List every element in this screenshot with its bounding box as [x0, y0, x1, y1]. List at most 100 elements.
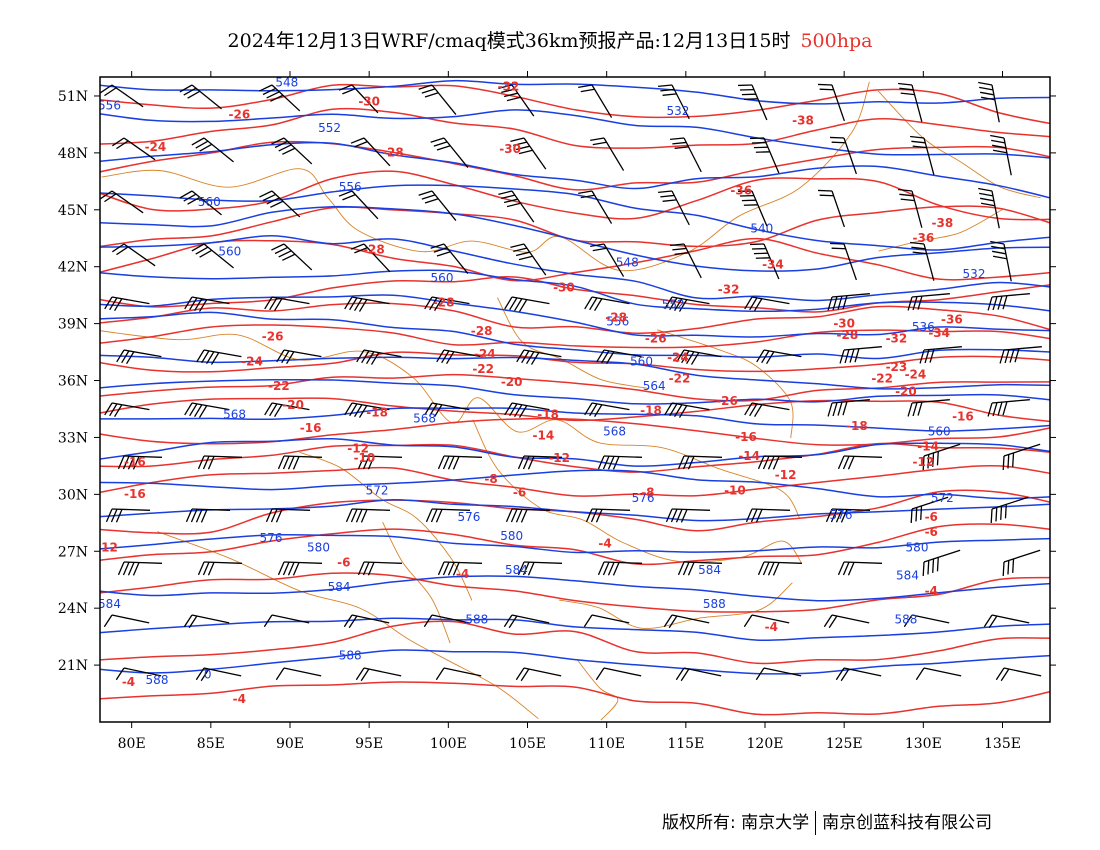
wind-barb	[584, 402, 630, 418]
temperature-contour-line	[100, 140, 1050, 191]
temperature-contour-label: -6	[925, 525, 938, 539]
temperature-contour-label: -30	[553, 280, 575, 294]
temperature-contour-label: -36	[941, 313, 963, 327]
temperature-contour-label: -30	[833, 316, 855, 330]
x-tick-label: 95E	[355, 736, 383, 752]
temperature-contour-line	[100, 107, 1050, 149]
temperature-contour-line	[100, 397, 1050, 423]
wind-barb	[676, 349, 722, 365]
height-contour-line	[100, 575, 1050, 602]
temperature-contour-label: -22	[669, 371, 691, 385]
temperature-contour-label: -16	[124, 487, 146, 501]
wind-barb	[658, 190, 690, 226]
temperature-contour-label: -28	[605, 311, 627, 325]
temperature-contour-label: -20	[895, 385, 917, 399]
wind-barb	[755, 667, 802, 681]
temperature-contour-line	[100, 523, 1050, 566]
wind-barb	[907, 399, 950, 417]
x-tick-label: 115E	[667, 736, 704, 752]
height-contour-label: 588	[894, 612, 917, 626]
wind-barb	[277, 455, 322, 470]
temperature-contour-label: -18	[537, 407, 559, 421]
temperature-contour-label: -8	[641, 485, 654, 499]
temperature-contour-label: -18	[366, 406, 388, 420]
temperature-contour-label: -18	[846, 419, 868, 433]
wind-barb	[829, 242, 857, 281]
wind-barb	[350, 137, 391, 167]
wind-barb	[835, 667, 882, 682]
wind-barb	[983, 614, 1030, 629]
y-tick-label: 33N	[58, 430, 88, 446]
title-main: 2024年12月13日WRF/cmaq模式36km预报产品:12月13日15时	[227, 30, 791, 52]
height-contour-label: 576	[457, 510, 480, 524]
temperature-contour-label: -28	[836, 328, 858, 342]
wind-barb	[658, 84, 690, 120]
map-title: 2024年12月13日WRF/cmaq模式36km预报产品:12月13日15时 5…	[0, 26, 1100, 53]
boundary-line	[299, 451, 473, 601]
wind-barb	[744, 402, 790, 418]
wind-barb	[922, 549, 961, 577]
temperature-contour-label: -10	[354, 451, 376, 465]
wind-barb	[430, 243, 469, 274]
boundary-line	[101, 81, 870, 272]
wind-barb	[185, 508, 230, 523]
wind-barb	[515, 667, 562, 682]
wind-barb	[276, 349, 322, 365]
y-tick-label: 51N	[58, 89, 88, 105]
temperature-contour-label: -30	[499, 142, 521, 156]
temperature-contour-label: -12	[775, 468, 797, 482]
wind-barb	[745, 508, 790, 523]
wind-barb	[357, 561, 402, 576]
wind-barb	[829, 136, 857, 175]
wind-barb	[271, 243, 313, 271]
y-tick-label: 45N	[58, 203, 88, 219]
wind-barb	[990, 134, 1012, 176]
temperature-contour-line	[100, 417, 1050, 446]
wind-barb	[675, 667, 722, 682]
wind-barb	[103, 614, 150, 628]
temperature-contour-line	[100, 620, 1050, 665]
temperature-contour-label: -4	[598, 536, 611, 550]
wind-barb	[743, 614, 790, 628]
temperature-contour-label: -20	[282, 398, 304, 412]
wind-barb	[898, 188, 923, 228]
height-contour-label: 560	[630, 354, 653, 368]
wind-barb	[338, 84, 379, 114]
wind-barb	[263, 614, 310, 628]
wind-barb	[100, 84, 144, 108]
temperature-contour-label: -4	[122, 675, 135, 689]
wind-barb	[277, 561, 322, 576]
height-contour-label: 560	[928, 425, 951, 439]
temperature-contour-label: -24	[905, 368, 927, 382]
wind-barb	[585, 508, 630, 523]
wind-barb	[197, 455, 242, 470]
height-contour-label: 572	[366, 483, 389, 497]
wind-barb	[910, 135, 935, 175]
height-contour-line	[100, 79, 1050, 105]
height-contour-line	[100, 354, 1050, 390]
temperature-contour-label: -14	[738, 449, 760, 463]
height-contour-label: 584	[698, 563, 721, 577]
temperature-contour-label: -28	[382, 146, 404, 160]
wind-barb	[504, 296, 550, 312]
wind-barb	[825, 508, 870, 523]
wind-barb	[1002, 549, 1041, 577]
wind-barb	[184, 296, 230, 312]
height-contour-label: 560	[431, 271, 454, 285]
height-contour-label: 584	[328, 580, 351, 594]
temperature-contour-label: -28	[471, 324, 493, 338]
wind-barb	[823, 614, 870, 629]
y-tick-label: 24N	[58, 601, 88, 617]
wind-barb	[505, 508, 550, 523]
temperature-contour-line	[100, 681, 1050, 716]
wind-barb	[756, 349, 802, 365]
temperature-contour-label: -4	[456, 567, 469, 581]
wind-barb	[670, 243, 702, 279]
wind-barb	[990, 496, 1029, 524]
temperature-contour-line	[100, 83, 1050, 125]
wind-barb	[100, 190, 144, 214]
wind-barb	[424, 402, 470, 418]
copyright-left: 版权所有: 南京大学	[662, 813, 810, 833]
temperature-contour-label: -24	[667, 351, 689, 365]
wind-barb	[504, 402, 550, 418]
